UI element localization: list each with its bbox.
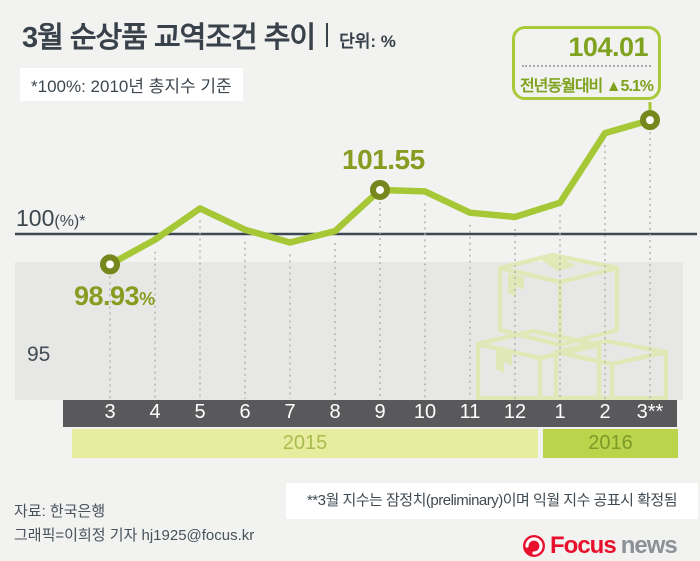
title-divider [326, 23, 329, 47]
data-point-marker [640, 110, 660, 131]
header: 3월 순상품 교역조건 추이 단위: % [22, 14, 396, 56]
y-95-label: 95 [27, 343, 51, 366]
peak-point-label: 101.55 [342, 144, 425, 175]
latest-value-callout: 104.01 전년동월대비 ▲5.1% [512, 26, 661, 100]
month-axis-bar [63, 400, 677, 427]
month-tick: 3 [104, 401, 116, 423]
subtitle-note: *100%: 2010년 총지수 기준 [20, 68, 243, 101]
data-point-marker [100, 254, 120, 275]
month-tick: 1 [554, 401, 566, 423]
unit-label: 단위: % [339, 32, 396, 51]
month-tick: 5 [194, 401, 206, 423]
month-tick: 3** [636, 401, 664, 423]
month-tick: 4 [149, 401, 161, 423]
focusnews-swirl-icon [523, 535, 545, 557]
trend-line-group [100, 102, 660, 399]
yoy-change-label: 전년동월대비 ▲5.1% [519, 78, 654, 95]
source-label: 자료: 한국은행 [14, 503, 106, 520]
month-tick: 7 [284, 401, 296, 423]
month-tick: 10 [413, 401, 437, 423]
month-tick: 8 [329, 401, 341, 423]
focusnews-logo: Focus news [522, 532, 678, 560]
callout-separator [522, 65, 651, 67]
month-tick: 2 [599, 401, 611, 423]
data-point-marker [370, 179, 390, 200]
year-band-2016: 2016 [543, 429, 678, 458]
month-tick: 9 [374, 401, 386, 423]
boxes-watermark-icon [475, 252, 669, 401]
latest-value: 104.01 [568, 32, 648, 62]
credit-label: 그래픽=이희정 기자 hj1925@focus.kr [14, 527, 255, 544]
first-point-label: 98.93% [74, 281, 156, 311]
logo-suffix-text: news [620, 532, 678, 559]
year-band-2015: 2015 [72, 429, 538, 458]
logo-brand-text: Focus [550, 532, 617, 559]
page-title: 3월 순상품 교역조건 추이 [22, 22, 316, 54]
month-tick: 12 [503, 401, 527, 423]
month-tick: 11 [459, 401, 481, 423]
below-100-band [15, 262, 683, 400]
baseline-100-label: 100(%)* [16, 205, 86, 231]
month-tick: 6 [239, 401, 251, 423]
footnote: **3월 지수는 잠정치(preliminary)이며 익월 지수 공표시 확정… [286, 483, 698, 519]
